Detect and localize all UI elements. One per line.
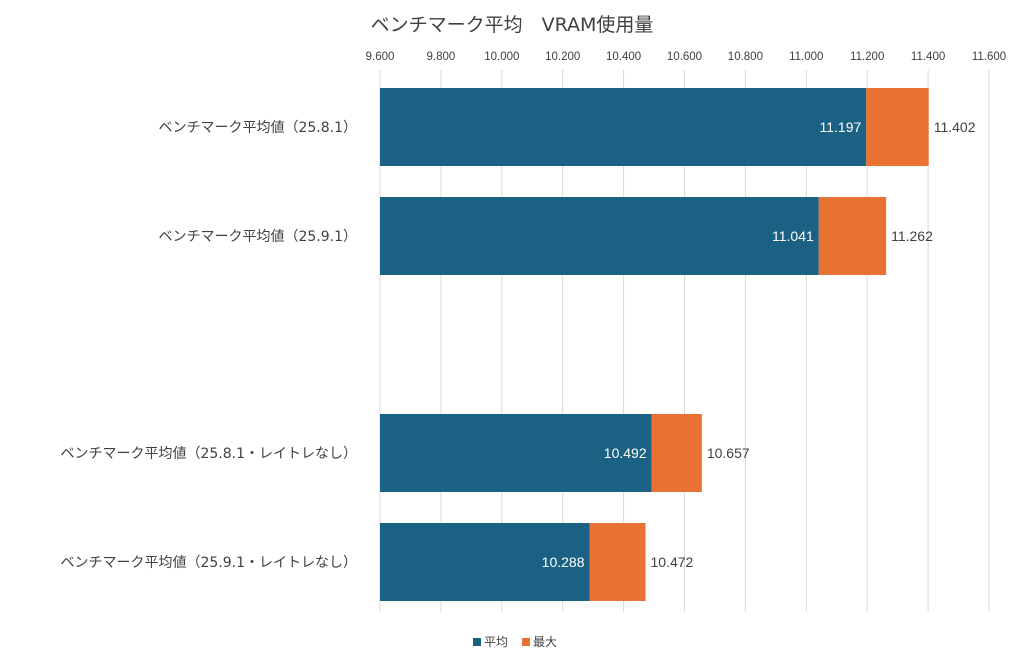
- bar-average: [380, 88, 867, 166]
- bar-average: [380, 197, 819, 275]
- data-label-max: 11.402: [934, 119, 976, 135]
- x-tick-label: 10.200: [545, 51, 580, 63]
- bars: [380, 88, 929, 601]
- data-label-average: 10.288: [542, 554, 585, 570]
- bar-average: [380, 414, 652, 492]
- data-label-max: 11.262: [891, 228, 933, 244]
- category-label: ベンチマーク平均値（25.8.1）: [158, 120, 357, 136]
- bar-average: [380, 523, 590, 601]
- bar-max: [589, 523, 646, 601]
- data-label-average: 11.041: [772, 228, 814, 244]
- data-label-average: 10.492: [604, 445, 647, 461]
- data-label-average: 11.197: [820, 119, 862, 135]
- x-tick-label: 9.600: [366, 51, 395, 63]
- data-label-max: 10.472: [651, 554, 694, 570]
- x-axis-ticks: 9.600 9.800 10.000 10.200 10.400 10.600 10.800…: [366, 51, 1007, 63]
- legend-swatch-max: [522, 638, 530, 646]
- x-tick-label: 10.000: [484, 51, 519, 63]
- legend-label-max: 最大: [533, 635, 557, 649]
- bar-max: [866, 88, 929, 166]
- data-labels: 11.197 11.402 11.041 11.262 10.492 10.657 10.2…: [542, 119, 976, 570]
- bar-max: [818, 197, 887, 275]
- category-labels: ベンチマーク平均値（25.8.1） ベンチマーク平均値（25.9.1） ベンチマーク…: [60, 120, 357, 571]
- x-tick-label: 10.800: [728, 51, 763, 63]
- data-label-max: 10.657: [707, 445, 750, 461]
- category-label: ベンチマーク平均値（25.9.1・レイトレなし）: [60, 555, 357, 571]
- chart-title: ベンチマーク平均 VRAM使用量: [371, 14, 654, 36]
- x-tick-label: 10.600: [667, 51, 702, 63]
- category-label: ベンチマーク平均値（25.8.1・レイトレなし）: [60, 446, 357, 462]
- x-tick-label: 10.400: [606, 51, 641, 63]
- x-tick-label: 11.200: [850, 51, 884, 63]
- legend-label-avg: 平均: [484, 635, 508, 649]
- x-tick-label: 11.000: [789, 51, 823, 63]
- bar-max: [651, 414, 702, 492]
- x-tick-label: 9.800: [427, 51, 456, 63]
- legend-swatch-avg: [473, 638, 481, 646]
- x-tick-label: 11.600: [972, 51, 1006, 63]
- legend: 平均 最大: [473, 635, 557, 649]
- category-label: ベンチマーク平均値（25.9.1）: [158, 229, 357, 245]
- x-tick-label: 11.400: [911, 51, 945, 63]
